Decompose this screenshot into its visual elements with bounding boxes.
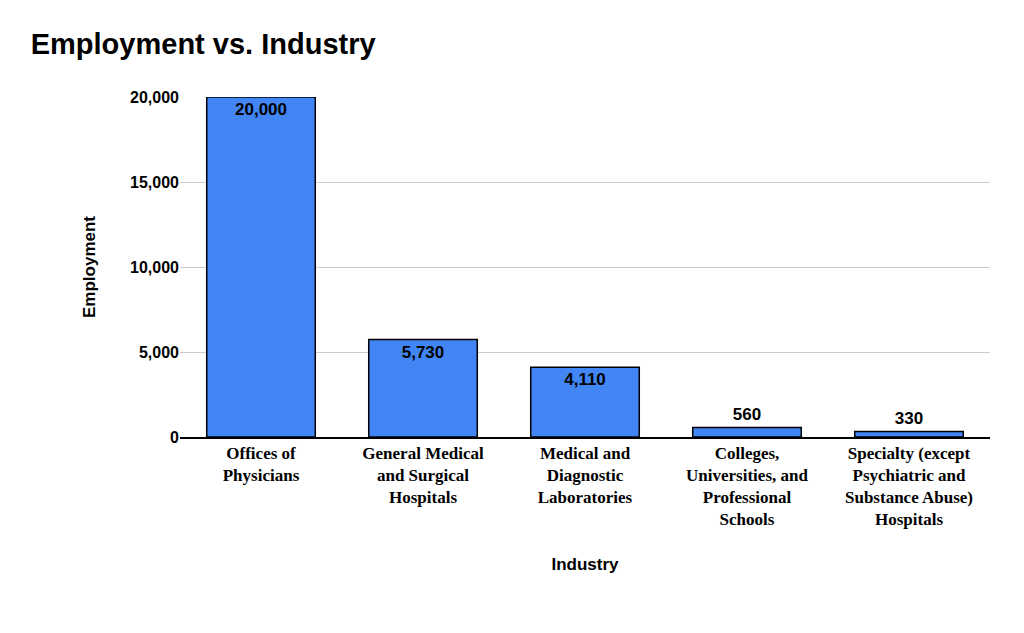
svg-text:4,110: 4,110 <box>564 370 606 389</box>
svg-text:10,000: 10,000 <box>130 259 179 276</box>
svg-text:560: 560 <box>733 405 761 424</box>
svg-text:0: 0 <box>170 429 179 446</box>
svg-text:5,730: 5,730 <box>402 343 445 362</box>
svg-text:Employment: Employment <box>80 216 99 318</box>
svg-text:Medical andDiagnosticLaborator: Medical andDiagnosticLaboratories <box>538 444 633 507</box>
svg-text:Employment vs. Industry: Employment vs. Industry <box>31 28 376 60</box>
svg-text:Specialty (exceptPsychiatric a: Specialty (exceptPsychiatric andSubstanc… <box>845 444 973 529</box>
svg-text:Offices ofPhysicians: Offices ofPhysicians <box>223 444 300 485</box>
svg-text:Colleges,Universities, andProf: Colleges,Universities, andProfessionalSc… <box>686 444 808 529</box>
svg-text:Industry: Industry <box>551 555 619 574</box>
svg-text:General Medicaland SurgicalHos: General Medicaland SurgicalHospitals <box>362 444 484 507</box>
svg-text:20,000: 20,000 <box>235 100 287 119</box>
svg-text:330: 330 <box>895 409 923 428</box>
svg-text:15,000: 15,000 <box>130 174 179 191</box>
svg-text:5,000: 5,000 <box>139 344 179 361</box>
svg-text:20,000: 20,000 <box>130 89 179 106</box>
